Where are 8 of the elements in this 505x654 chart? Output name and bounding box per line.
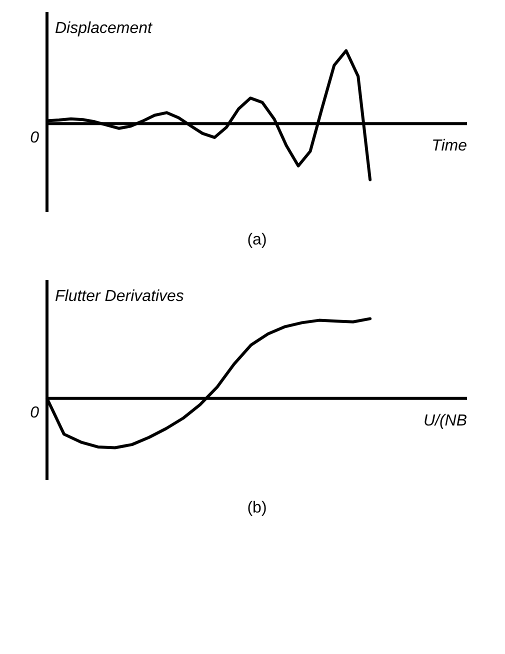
text: (a) xyxy=(247,232,267,248)
y-axis-title: Displacement xyxy=(55,20,152,37)
text: (b) xyxy=(247,500,267,516)
x-axis-title: Time xyxy=(432,138,468,155)
annotation: 0 xyxy=(30,404,40,422)
text: 0 xyxy=(30,130,40,147)
y-axis-title: Flutter Derivatives xyxy=(55,288,184,305)
x-axis-title: U/(NB xyxy=(423,412,468,430)
